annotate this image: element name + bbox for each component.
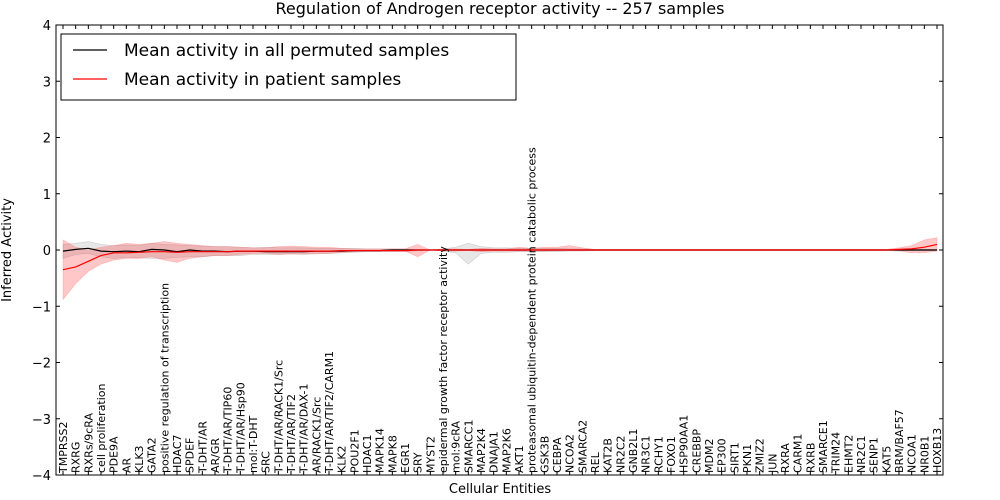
y-tick-label: 1	[43, 188, 51, 203]
band-patient	[62, 237, 938, 301]
category-label: MAPK8	[386, 435, 399, 473]
category-label: AR/RACK1/Src	[310, 397, 323, 473]
category-label: HOXB13	[931, 428, 944, 473]
category-label: mol:T-DHT	[247, 415, 260, 473]
legend-label-patient: Mean activity in patient samples	[124, 70, 401, 90]
legend: Mean activity in all permuted samples Me…	[60, 33, 517, 101]
category-label: AR/GR	[209, 438, 222, 473]
category-label: KLK3	[133, 445, 146, 473]
category-label: POU2F1	[348, 429, 361, 473]
category-label: GSK3B	[538, 436, 551, 473]
category-label: SRC	[260, 451, 273, 473]
category-label: proteasomal ubiquitin-dependent protein …	[526, 147, 539, 473]
category-label: GATA2	[146, 437, 159, 473]
y-tick-label: 2	[43, 132, 51, 147]
category-label: T-DHT/AR/TIF2/CARM1	[323, 351, 336, 474]
y-tick-label: −2	[32, 357, 51, 372]
category-label: HDAC7	[171, 434, 184, 473]
category-label: AR	[120, 457, 133, 473]
legend-box	[60, 33, 517, 101]
category-label: T-DHT/AR/RACK1/Src	[272, 360, 285, 474]
x-axis-label: Cellular Entities	[449, 482, 551, 497]
category-label: HSP90AA1	[678, 415, 691, 473]
y-tick-label: 0	[43, 244, 51, 259]
category-label: SIRT1	[728, 442, 741, 473]
category-labels: TMPRSS2 RXRG RXRs/9cRA cell proliferation PD…	[57, 147, 944, 474]
category-label: SMARCA2	[576, 420, 589, 473]
category-label: NR0B1	[918, 436, 931, 473]
category-label: cell proliferation	[95, 383, 108, 473]
category-label: NCOA2	[564, 434, 577, 473]
category-label: MYST2	[424, 436, 437, 473]
category-label: CARM1	[792, 434, 805, 473]
category-label: HDAC1	[361, 434, 374, 473]
category-label: KAT2B	[602, 438, 615, 473]
category-label: T-DHT/AR/TIP60	[222, 387, 235, 474]
category-label: RCHY1	[652, 436, 665, 473]
category-label: NR3C1	[640, 435, 653, 473]
series-lines	[62, 243, 938, 271]
y-axis-label: Inferred Activity	[0, 198, 15, 302]
category-label: RXRs/9cRA	[82, 412, 95, 473]
y-axis-ticks: −4 −3 −2 −1 0 1 2 3 4	[32, 19, 943, 484]
category-label: PDE9A	[108, 436, 121, 473]
category-label: CEBPA	[551, 437, 564, 473]
category-label: RXRB	[804, 443, 817, 473]
category-label: KLK2	[336, 445, 349, 473]
x-axis-ticks	[62, 25, 938, 475]
category-label: SRY	[412, 452, 425, 473]
category-label: T-DHT/AR/TIF2	[285, 394, 298, 474]
y-tick-label: 3	[43, 75, 51, 90]
y-tick-label: 4	[43, 19, 51, 34]
category-label: CREBBP	[690, 429, 703, 473]
category-label: positive regulation of transcription	[158, 283, 171, 473]
category-label: NR2C1	[855, 435, 868, 473]
category-label: GNB2L1	[627, 429, 640, 473]
category-label: RXRA	[779, 443, 792, 473]
category-label: epidermal growth factor receptor activit…	[437, 246, 450, 473]
category-label: SMARCE1	[817, 420, 830, 473]
category-label: TMPRSS2	[57, 422, 70, 474]
category-label: EHMT2	[842, 435, 855, 473]
category-label: MAP2K6	[500, 428, 513, 473]
category-label: JUN	[766, 453, 779, 474]
line-patient-mean	[62, 243, 938, 271]
category-label: EP300	[716, 438, 729, 473]
category-label: T-DHT/AR	[196, 421, 209, 474]
category-label: TRIM24	[830, 432, 843, 474]
category-label: MAP2K4	[475, 428, 488, 473]
category-label: PKN1	[741, 444, 754, 473]
category-label: T-DHT/AR/Hsp90	[234, 382, 247, 474]
category-label: FOXO1	[665, 436, 678, 473]
y-tick-label: −4	[32, 469, 51, 484]
category-label: RXRG	[70, 442, 83, 473]
category-label: SENP1	[868, 437, 881, 473]
y-tick-label: −3	[32, 413, 51, 428]
category-label: EGR1	[399, 443, 412, 473]
legend-label-permuted: Mean activity in all permuted samples	[124, 41, 449, 61]
category-label: ZMIZ2	[754, 438, 767, 473]
category-label: NR2C2	[614, 435, 627, 473]
category-label: mol:9cRA	[450, 421, 463, 473]
category-label: KAT5	[880, 446, 893, 473]
category-label: BRM/BAF57	[893, 409, 906, 473]
chart-title: Regulation of Androgen receptor activity…	[276, 0, 725, 18]
plot-frame	[55, 24, 944, 476]
category-label: REL	[589, 451, 602, 473]
category-label: T-DHT/AR/DAX-1	[298, 384, 311, 474]
category-label: SMARCC1	[462, 420, 475, 473]
category-label: DNAJA1	[488, 431, 501, 473]
category-label: SPDEF	[184, 438, 197, 473]
category-label: NCOA1	[906, 434, 919, 473]
category-label: MAPK14	[374, 428, 387, 473]
category-label: MDM2	[703, 439, 716, 473]
category-label: AKT1	[513, 445, 526, 473]
y-tick-label: −1	[32, 300, 51, 315]
